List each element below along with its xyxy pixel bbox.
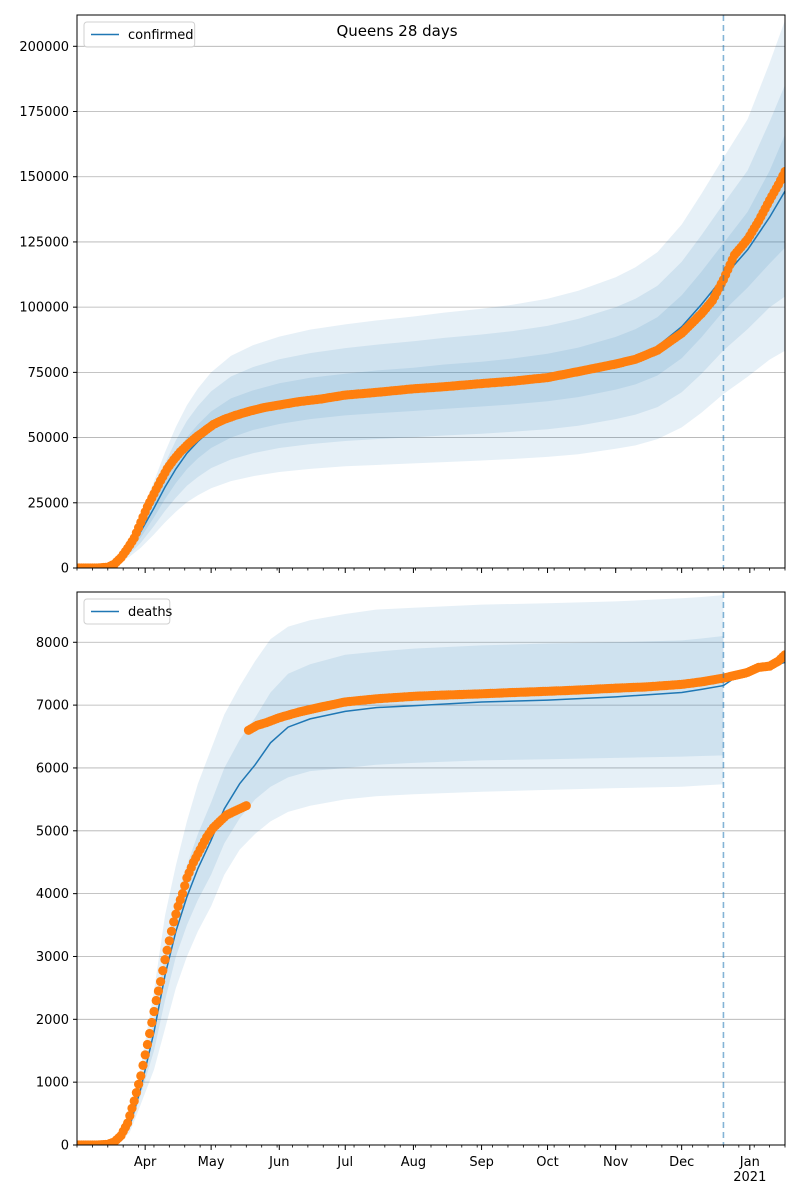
x-tick-label: Nov bbox=[603, 1155, 629, 1170]
observed-point bbox=[129, 1096, 139, 1106]
observed-point bbox=[123, 1118, 133, 1128]
x-tick-label: May bbox=[198, 1155, 225, 1170]
x-tick-label: Jul bbox=[336, 1155, 353, 1170]
y-tick-label: 7000 bbox=[36, 699, 69, 714]
x-tick-label: Jun bbox=[268, 1155, 289, 1170]
observed-point bbox=[142, 1039, 152, 1050]
observed-point bbox=[131, 1088, 141, 1098]
y-tick-label: 150000 bbox=[19, 170, 69, 185]
confidence-band bbox=[77, 84, 785, 568]
x-tick-label: 2021 bbox=[733, 1170, 766, 1185]
observed-point bbox=[180, 881, 190, 891]
observed-point bbox=[780, 650, 785, 660]
confidence-band bbox=[77, 20, 785, 568]
observed-point bbox=[153, 986, 163, 996]
y-tick-label: 2000 bbox=[36, 1013, 69, 1028]
legend-box bbox=[83, 598, 171, 625]
legend-label: confirmed bbox=[128, 28, 194, 43]
confirmed-panel: 0 25000 50000 75000 100000 125000 150000 175000… bbox=[19, 14, 786, 577]
observed-point bbox=[780, 166, 785, 177]
observed-point bbox=[158, 966, 168, 976]
x-tick-label: Jan bbox=[739, 1155, 760, 1170]
legend-box bbox=[83, 21, 196, 48]
legend-label: deaths bbox=[128, 605, 173, 620]
confidence-band bbox=[77, 636, 724, 1145]
y-tick-label: 100000 bbox=[19, 301, 69, 316]
figure-title: Queens 28 days bbox=[336, 22, 457, 40]
observed-point bbox=[171, 909, 181, 919]
legend: deaths bbox=[83, 598, 173, 625]
observed-point bbox=[147, 1017, 157, 1028]
observed-point bbox=[151, 995, 161, 1006]
observed-point bbox=[140, 1050, 150, 1060]
y-tick-label: 0 bbox=[61, 562, 69, 577]
confidence-band bbox=[77, 595, 724, 1145]
observed-point bbox=[162, 945, 172, 955]
observed-point bbox=[166, 926, 177, 936]
observed-point bbox=[164, 936, 174, 946]
observed-point bbox=[169, 917, 179, 927]
y-tick-label: 1000 bbox=[36, 1076, 69, 1091]
plot-area bbox=[77, 20, 785, 568]
y-tick-label: 6000 bbox=[36, 761, 69, 776]
y-tick-label: 200000 bbox=[19, 40, 69, 55]
deaths-panel: 0 1000 2000 3000 4000 5000 6000 7000 8000 Apr May J… bbox=[36, 591, 786, 1185]
x-tick-label: Apr bbox=[134, 1155, 157, 1170]
observed-point bbox=[149, 1006, 159, 1017]
observed-point bbox=[145, 1028, 155, 1039]
observed-point bbox=[134, 1079, 144, 1089]
x-tick-label: Aug bbox=[401, 1155, 426, 1170]
legend: confirmed bbox=[83, 21, 196, 48]
y-tick-label: 125000 bbox=[19, 235, 69, 250]
y-tick-label: 4000 bbox=[36, 887, 69, 902]
y-tick-label: 25000 bbox=[28, 496, 69, 511]
observed-point bbox=[136, 1071, 146, 1081]
y-tick-label: 175000 bbox=[19, 105, 69, 120]
x-tick-label: Dec bbox=[669, 1155, 694, 1170]
observed-point bbox=[127, 1103, 137, 1113]
observed-point bbox=[177, 889, 188, 899]
model-line bbox=[77, 661, 785, 1145]
observed-point bbox=[241, 801, 251, 811]
y-tick-label: 3000 bbox=[36, 950, 69, 965]
x-tick-label: Oct bbox=[536, 1155, 558, 1170]
y-tick-label: 5000 bbox=[36, 824, 69, 839]
y-tick-label: 50000 bbox=[28, 431, 69, 446]
y-tick-label: 0 bbox=[61, 1139, 69, 1154]
plot-area bbox=[77, 595, 785, 1145]
y-tick-label: 8000 bbox=[36, 636, 69, 651]
observed-point bbox=[138, 1060, 148, 1070]
x-tick-label: Sep bbox=[469, 1155, 494, 1170]
y-tick-label: 75000 bbox=[28, 366, 69, 381]
observed-point bbox=[125, 1111, 135, 1121]
observed-point bbox=[160, 955, 170, 965]
observed-point bbox=[156, 977, 166, 987]
